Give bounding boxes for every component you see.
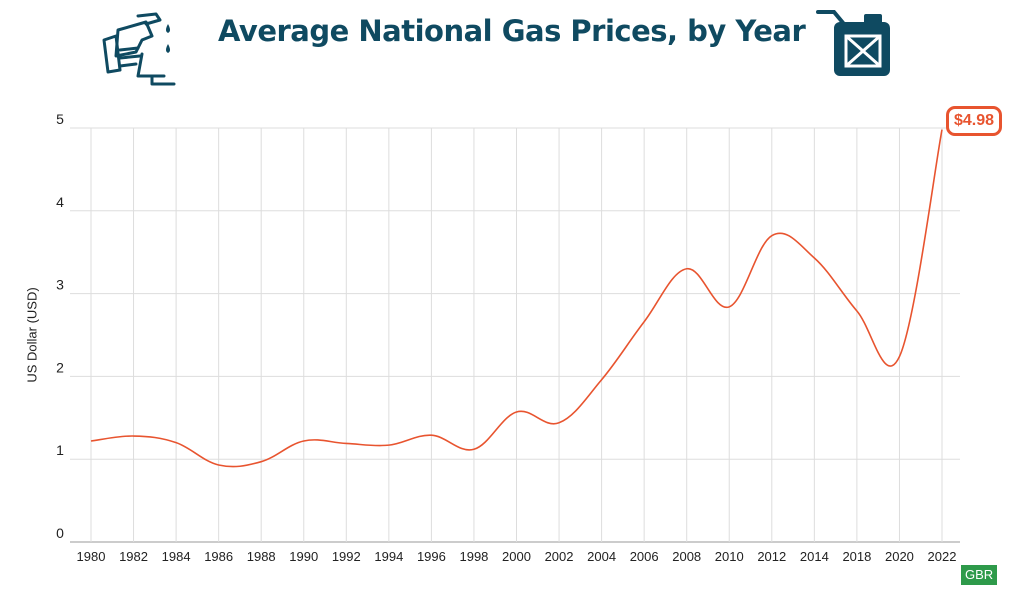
x-tick-label: 1986 xyxy=(204,549,233,564)
y-axis-label: US Dollar (USD) xyxy=(24,287,40,383)
y-tick-label: 5 xyxy=(56,111,64,127)
x-tick-label: 1982 xyxy=(119,549,148,564)
x-tick-label: 1988 xyxy=(247,549,276,564)
y-tick-label: 0 xyxy=(56,525,64,541)
chart-title: Average National Gas Prices, by Year xyxy=(218,14,806,48)
x-tick-label: 2004 xyxy=(587,549,616,564)
chart-header: Average National Gas Prices, by Year xyxy=(0,0,1024,90)
last-value-annotation: $4.98 xyxy=(946,106,1003,136)
x-tick-label: 1996 xyxy=(417,549,446,564)
x-tick-label: 2018 xyxy=(842,549,871,564)
y-tick-label: 3 xyxy=(56,277,64,293)
watermark-logo: GBR xyxy=(961,565,998,585)
x-tick-label: 2012 xyxy=(757,549,786,564)
x-tick-label: 2008 xyxy=(672,549,701,564)
x-tick-label: 2006 xyxy=(630,549,659,564)
x-tick-label: 2010 xyxy=(715,549,744,564)
y-tick-label: 2 xyxy=(56,359,64,375)
jerry-can-icon xyxy=(816,10,890,76)
x-tick-label: 2002 xyxy=(545,549,574,564)
x-tick-label: 2020 xyxy=(885,549,914,564)
y-tick-label: 1 xyxy=(56,442,64,458)
x-tick-label: 2022 xyxy=(928,549,957,564)
y-tick-label: 4 xyxy=(56,194,64,210)
x-tick-label: 1992 xyxy=(332,549,361,564)
x-tick-label: 1984 xyxy=(162,549,191,564)
x-tick-label: 2000 xyxy=(502,549,531,564)
x-tick-label: 1994 xyxy=(374,549,403,564)
series-line xyxy=(90,129,943,468)
x-tick-label: 2014 xyxy=(800,549,829,564)
x-tick-label: 1998 xyxy=(459,549,488,564)
fuel-nozzle-hand-icon xyxy=(102,12,176,86)
x-tick-label: 1990 xyxy=(289,549,318,564)
x-tick-label: 1980 xyxy=(77,549,106,564)
